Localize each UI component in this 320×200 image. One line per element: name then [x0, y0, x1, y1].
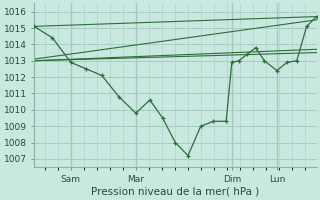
- X-axis label: Pression niveau de la mer( hPa ): Pression niveau de la mer( hPa ): [91, 187, 260, 197]
